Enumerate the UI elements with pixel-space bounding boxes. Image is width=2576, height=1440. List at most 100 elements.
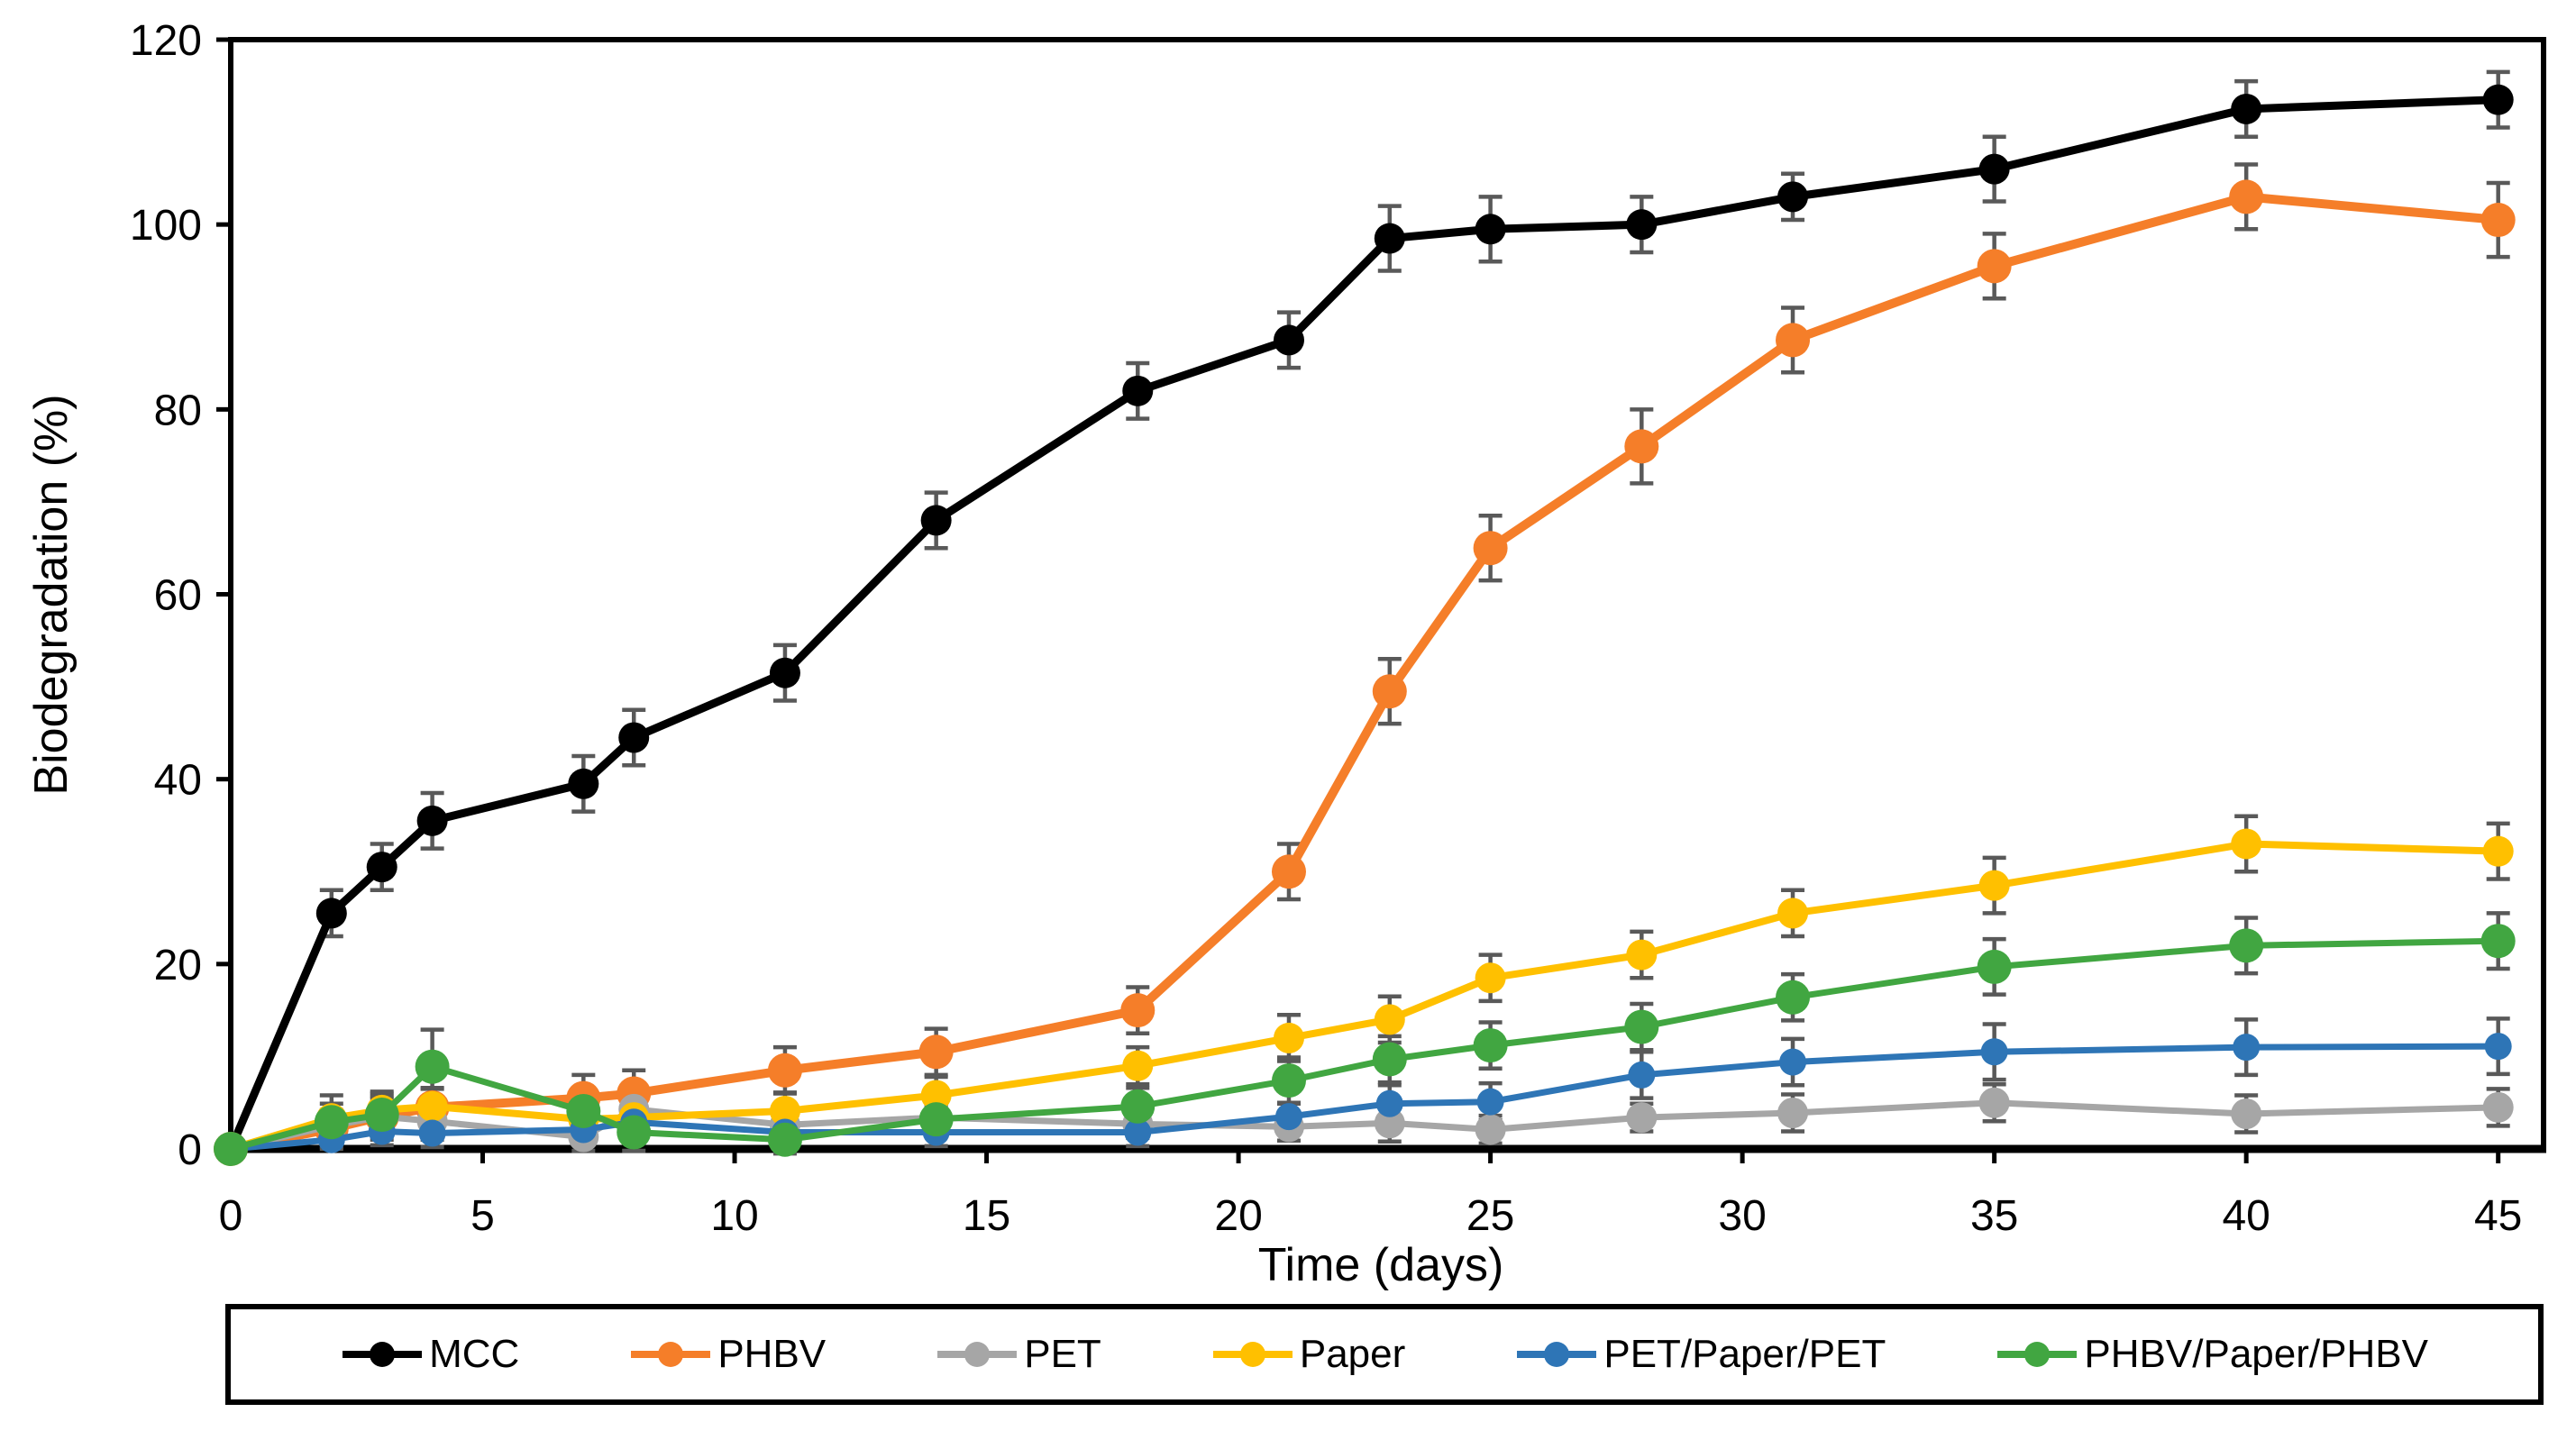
legend-marker-icon bbox=[1212, 1342, 1293, 1367]
data-point-marker bbox=[2480, 203, 2516, 238]
legend-item-MCC: MCC bbox=[341, 1332, 519, 1377]
data-point-marker bbox=[1980, 1038, 2008, 1066]
legend-item-PET: PET bbox=[936, 1332, 1101, 1377]
data-point-marker bbox=[416, 805, 448, 836]
y-tick-label: 60 bbox=[154, 572, 202, 620]
data-point-marker bbox=[1374, 1004, 1405, 1035]
data-point-marker bbox=[2229, 179, 2264, 214]
data-point-marker bbox=[2231, 828, 2262, 860]
data-point-marker bbox=[1271, 1063, 1306, 1098]
data-point-marker bbox=[1473, 1028, 1508, 1063]
y-tick-label: 100 bbox=[130, 202, 202, 250]
data-point-marker bbox=[315, 898, 347, 929]
data-point-marker bbox=[767, 1122, 802, 1157]
data-point-marker bbox=[1476, 1088, 1504, 1116]
data-point-marker bbox=[416, 1090, 448, 1122]
data-point-marker bbox=[2482, 835, 2514, 867]
data-point-marker bbox=[214, 1132, 248, 1166]
data-point-marker bbox=[1978, 870, 2010, 901]
data-point-marker bbox=[918, 1102, 954, 1137]
data-point-marker bbox=[1624, 429, 1659, 464]
data-point-marker bbox=[2229, 928, 2264, 963]
data-point-marker bbox=[364, 1098, 399, 1133]
series-MCC bbox=[215, 84, 2514, 1164]
data-point-marker bbox=[1777, 1097, 1809, 1128]
legend-marker-icon bbox=[937, 1342, 1018, 1367]
data-point-marker bbox=[1271, 854, 1306, 889]
data-point-marker bbox=[1978, 1087, 2010, 1118]
data-point-marker bbox=[1374, 1107, 1405, 1139]
legend-item-PHBV-Paper-PHBV: PHBV/Paper/PHBV bbox=[1996, 1332, 2428, 1377]
data-point-marker bbox=[1122, 1050, 1154, 1081]
legend-label: PHBV/Paper/PHBV bbox=[2084, 1332, 2428, 1376]
data-point-marker bbox=[1273, 1022, 1304, 1053]
data-point-marker bbox=[1273, 324, 1304, 356]
data-point-marker bbox=[1624, 1009, 1659, 1044]
legend-marker-icon bbox=[343, 1342, 423, 1367]
data-point-marker bbox=[1776, 980, 1811, 1015]
data-point-marker bbox=[1628, 1061, 1656, 1089]
x-tick-label: 40 bbox=[2222, 1192, 2270, 1240]
legend-label: PHBV bbox=[717, 1332, 827, 1376]
data-point-marker bbox=[2482, 84, 2514, 115]
data-point-marker bbox=[769, 657, 800, 688]
data-point-marker bbox=[769, 1095, 800, 1126]
x-tick-label: 15 bbox=[963, 1192, 1010, 1240]
legend-item-Paper: Paper bbox=[1211, 1332, 1405, 1377]
legend-item-PHBV: PHBV bbox=[629, 1332, 826, 1377]
data-point-marker bbox=[366, 852, 397, 883]
series-Paper bbox=[215, 828, 2514, 1164]
series-PHBV/Paper/PHBV bbox=[214, 924, 2516, 1166]
data-point-marker bbox=[1776, 323, 1811, 358]
data-point-marker bbox=[2482, 1091, 2514, 1123]
data-point-marker bbox=[314, 1105, 349, 1140]
data-point-marker bbox=[617, 1115, 652, 1150]
x-tick-label: 25 bbox=[1466, 1192, 1514, 1240]
data-point-marker bbox=[1978, 153, 2010, 185]
data-point-marker bbox=[1475, 1114, 1506, 1145]
data-point-marker bbox=[1372, 674, 1407, 709]
data-point-marker bbox=[418, 1119, 446, 1147]
data-point-marker bbox=[1626, 939, 1658, 971]
data-point-marker bbox=[2233, 1034, 2261, 1062]
x-tick-label: 0 bbox=[219, 1192, 243, 1240]
data-point-marker bbox=[568, 768, 599, 799]
x-axis-title: Time (days) bbox=[1257, 1239, 1504, 1291]
data-point-marker bbox=[1120, 1089, 1156, 1124]
data-point-marker bbox=[918, 1034, 954, 1070]
series-PHBV bbox=[214, 179, 2516, 1166]
data-point-marker bbox=[1374, 223, 1405, 254]
y-tick-label: 120 bbox=[130, 17, 202, 65]
data-point-marker bbox=[1475, 214, 1506, 245]
data-point-marker bbox=[1977, 249, 2012, 284]
data-point-marker bbox=[1372, 1042, 1407, 1077]
legend-label: PET bbox=[1024, 1332, 1101, 1376]
y-tick-label: 40 bbox=[154, 757, 202, 805]
x-tick-label: 10 bbox=[710, 1192, 758, 1240]
data-point-marker bbox=[920, 505, 952, 536]
legend: MCC PHBV PET Paper PET/Paper/PET PHBV/Paper/P… bbox=[225, 1304, 2544, 1405]
data-point-marker bbox=[618, 722, 650, 753]
x-tick-label: 30 bbox=[1718, 1192, 1766, 1240]
data-point-marker bbox=[1274, 1103, 1302, 1131]
data-point-marker bbox=[1122, 375, 1154, 406]
data-point-marker bbox=[1777, 898, 1809, 929]
x-tick-label: 35 bbox=[1970, 1192, 2018, 1240]
legend-label: Paper bbox=[1299, 1332, 1406, 1376]
data-point-marker bbox=[1626, 209, 1658, 241]
data-point-marker bbox=[2484, 1033, 2512, 1061]
x-tick-label: 20 bbox=[1214, 1192, 1262, 1240]
legend-marker-icon bbox=[1997, 1342, 2078, 1367]
legend-label: PET/Paper/PET bbox=[1603, 1332, 1886, 1376]
x-tick-label: 5 bbox=[470, 1192, 495, 1240]
data-point-marker bbox=[415, 1049, 450, 1084]
y-tick-label: 0 bbox=[178, 1126, 202, 1174]
data-point-marker bbox=[1977, 949, 2012, 984]
y-tick-label: 20 bbox=[154, 942, 202, 989]
data-point-marker bbox=[566, 1093, 601, 1128]
series-line-PHBV bbox=[226, 192, 2503, 1153]
data-point-marker bbox=[767, 1053, 802, 1088]
data-point-marker bbox=[1473, 531, 1508, 566]
